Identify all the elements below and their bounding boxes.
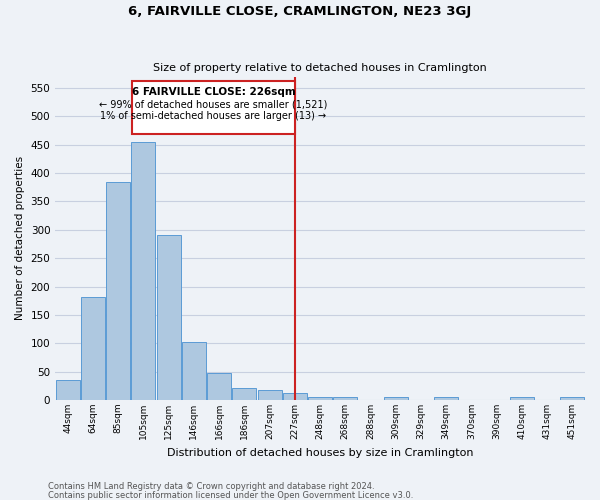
Bar xyxy=(81,296,105,400)
Bar xyxy=(510,397,534,400)
Text: Contains public sector information licensed under the Open Government Licence v3: Contains public sector information licen… xyxy=(48,490,413,500)
Bar xyxy=(308,397,332,400)
Bar xyxy=(157,236,181,400)
Title: Size of property relative to detached houses in Cramlington: Size of property relative to detached ho… xyxy=(153,63,487,73)
Bar xyxy=(106,182,130,400)
Bar xyxy=(384,397,408,400)
Bar xyxy=(334,397,357,400)
Bar xyxy=(56,380,80,400)
Bar xyxy=(560,397,584,400)
FancyBboxPatch shape xyxy=(132,81,295,134)
Bar xyxy=(207,373,231,400)
Text: 1% of semi-detached houses are larger (13) →: 1% of semi-detached houses are larger (1… xyxy=(100,111,326,121)
Bar xyxy=(182,342,206,400)
Bar xyxy=(283,392,307,400)
Text: 6, FAIRVILLE CLOSE, CRAMLINGTON, NE23 3GJ: 6, FAIRVILLE CLOSE, CRAMLINGTON, NE23 3G… xyxy=(128,5,472,18)
Text: 6 FAIRVILLE CLOSE: 226sqm: 6 FAIRVILLE CLOSE: 226sqm xyxy=(131,87,295,97)
Y-axis label: Number of detached properties: Number of detached properties xyxy=(15,156,25,320)
Bar xyxy=(257,390,281,400)
Bar xyxy=(131,142,155,400)
Bar xyxy=(232,388,256,400)
Text: ← 99% of detached houses are smaller (1,521): ← 99% of detached houses are smaller (1,… xyxy=(99,100,328,110)
X-axis label: Distribution of detached houses by size in Cramlington: Distribution of detached houses by size … xyxy=(167,448,473,458)
Text: Contains HM Land Registry data © Crown copyright and database right 2024.: Contains HM Land Registry data © Crown c… xyxy=(48,482,374,491)
Bar xyxy=(434,397,458,400)
